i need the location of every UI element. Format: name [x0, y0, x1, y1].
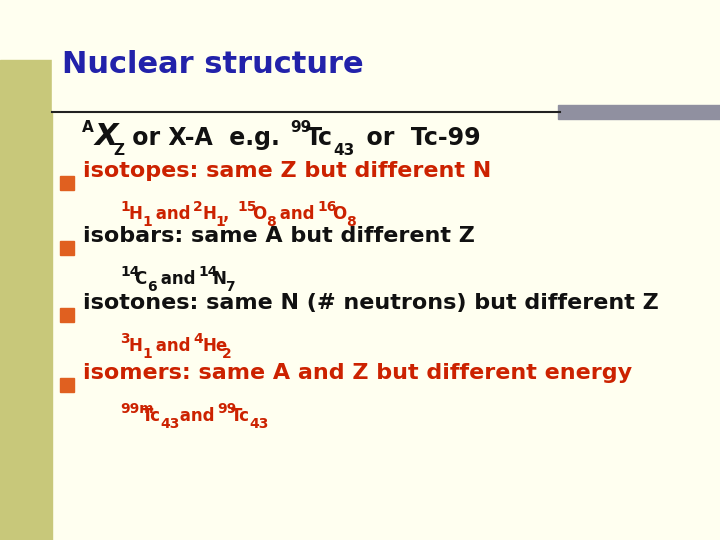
- Text: Tc: Tc: [231, 407, 250, 425]
- Bar: [0, 60, 52, 540]
- Bar: [60, 176, 74, 190]
- Text: 99: 99: [290, 120, 311, 135]
- Text: ,: ,: [223, 205, 235, 223]
- Text: H: H: [202, 205, 216, 223]
- Text: 4: 4: [193, 332, 203, 346]
- Bar: [60, 378, 74, 392]
- Text: He: He: [202, 337, 228, 355]
- Text: 2: 2: [222, 347, 232, 361]
- Text: 99m: 99m: [120, 402, 153, 416]
- Text: or X-A  e.g.: or X-A e.g.: [124, 126, 288, 150]
- Text: Tc: Tc: [142, 407, 161, 425]
- Text: O: O: [332, 205, 346, 223]
- Text: H: H: [129, 337, 143, 355]
- Text: 16: 16: [317, 200, 336, 214]
- Text: isomers: same A and Z but different energy: isomers: same A and Z but different ener…: [83, 363, 632, 383]
- Text: and: and: [155, 270, 202, 288]
- Text: and: and: [274, 205, 320, 223]
- Text: and: and: [174, 407, 220, 425]
- Text: X: X: [95, 122, 119, 151]
- Text: 14: 14: [120, 265, 140, 279]
- Text: N: N: [212, 270, 226, 288]
- Text: isotopes: same Z but different N: isotopes: same Z but different N: [83, 161, 491, 181]
- Text: 8: 8: [266, 215, 276, 229]
- Text: 43: 43: [160, 417, 179, 431]
- Text: and: and: [150, 337, 197, 355]
- Text: 14: 14: [198, 265, 217, 279]
- Text: Z: Z: [113, 143, 124, 158]
- Text: 1: 1: [142, 347, 152, 361]
- Text: 99: 99: [217, 402, 236, 416]
- Text: 43: 43: [249, 417, 269, 431]
- Text: 1: 1: [215, 215, 225, 229]
- Text: 7: 7: [225, 280, 235, 294]
- Text: 1: 1: [120, 200, 130, 214]
- Text: C: C: [134, 270, 146, 288]
- Text: 43: 43: [333, 143, 354, 158]
- Text: and: and: [150, 205, 197, 223]
- Text: A: A: [82, 120, 94, 135]
- Text: 3: 3: [120, 332, 130, 346]
- Bar: [558, 105, 720, 119]
- Text: or  Tc-99: or Tc-99: [350, 126, 481, 150]
- Text: 1: 1: [142, 215, 152, 229]
- Text: isobars: same A but different Z: isobars: same A but different Z: [83, 226, 475, 246]
- Text: H: H: [129, 205, 143, 223]
- Bar: [60, 308, 74, 322]
- Text: 8: 8: [346, 215, 356, 229]
- Text: 15: 15: [237, 200, 256, 214]
- Text: 2: 2: [193, 200, 203, 214]
- Bar: [52, 0, 720, 110]
- Text: Tc: Tc: [306, 126, 333, 150]
- Text: Nuclear structure: Nuclear structure: [62, 50, 364, 79]
- Text: 6: 6: [147, 280, 157, 294]
- Bar: [60, 241, 74, 255]
- Text: O: O: [252, 205, 266, 223]
- Text: isotones: same N (# neutrons) but different Z: isotones: same N (# neutrons) but differ…: [83, 293, 659, 313]
